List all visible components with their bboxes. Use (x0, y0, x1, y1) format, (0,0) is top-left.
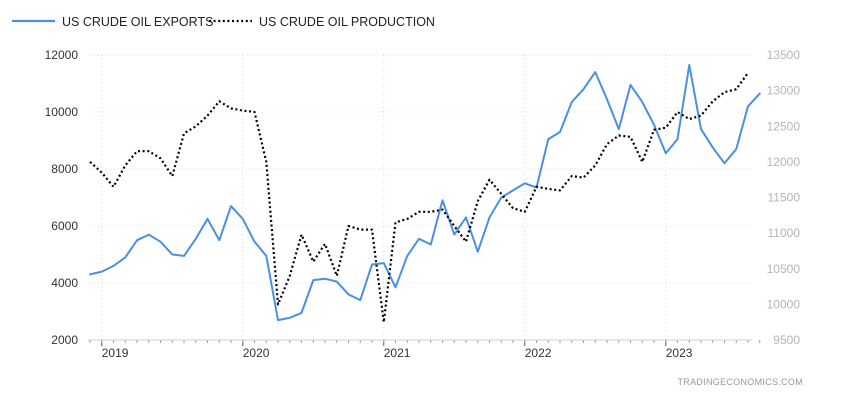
left-tick-label: 2000 (51, 333, 78, 347)
series-line-exports (89, 64, 761, 322)
x-tick-label: 2023 (666, 346, 693, 360)
x-tick-label: 2020 (243, 346, 270, 360)
right-tick-label: 13500 (767, 48, 801, 62)
legend-label-production: US CRUDE OIL PRODUCTION (259, 15, 435, 29)
left-axis: 2000 4000 6000 8000 10000 12000 (45, 48, 79, 347)
source-credit: TRADINGECONOMICS.COM (677, 377, 803, 387)
x-tick-label: 2021 (384, 346, 411, 360)
left-tick-label: 8000 (51, 162, 78, 176)
left-tick-label: 4000 (51, 276, 78, 290)
x-axis: 2019 2020 2021 2022 2023 (88, 339, 761, 360)
left-tick-label: 12000 (45, 48, 79, 62)
right-tick-label: 11500 (768, 191, 801, 205)
x-tick-label: 2022 (525, 346, 552, 360)
series-line-production (89, 72, 749, 324)
right-tick-label: 12000 (767, 155, 801, 169)
grid-lines (90, 54, 752, 341)
legend-label-exports: US CRUDE OIL EXPORTS (62, 15, 213, 29)
right-axis: 9500 10000 10500 11000 11500 12000 12500 13000 1… (767, 48, 801, 347)
right-tick-label: 10500 (767, 262, 801, 276)
right-tick-label: 9500 (773, 333, 800, 347)
right-tick-label: 10000 (767, 297, 801, 311)
right-tick-label: 12500 (767, 119, 801, 133)
series-layer (89, 64, 761, 324)
x-tick-label: 2019 (102, 346, 129, 360)
right-tick-label: 13000 (767, 84, 801, 98)
left-tick-label: 6000 (51, 219, 78, 233)
left-tick-label: 10000 (45, 105, 79, 119)
legend: US CRUDE OIL EXPORTS US CRUDE OIL PRODUC… (12, 15, 435, 29)
right-tick-label: 11000 (768, 226, 801, 240)
